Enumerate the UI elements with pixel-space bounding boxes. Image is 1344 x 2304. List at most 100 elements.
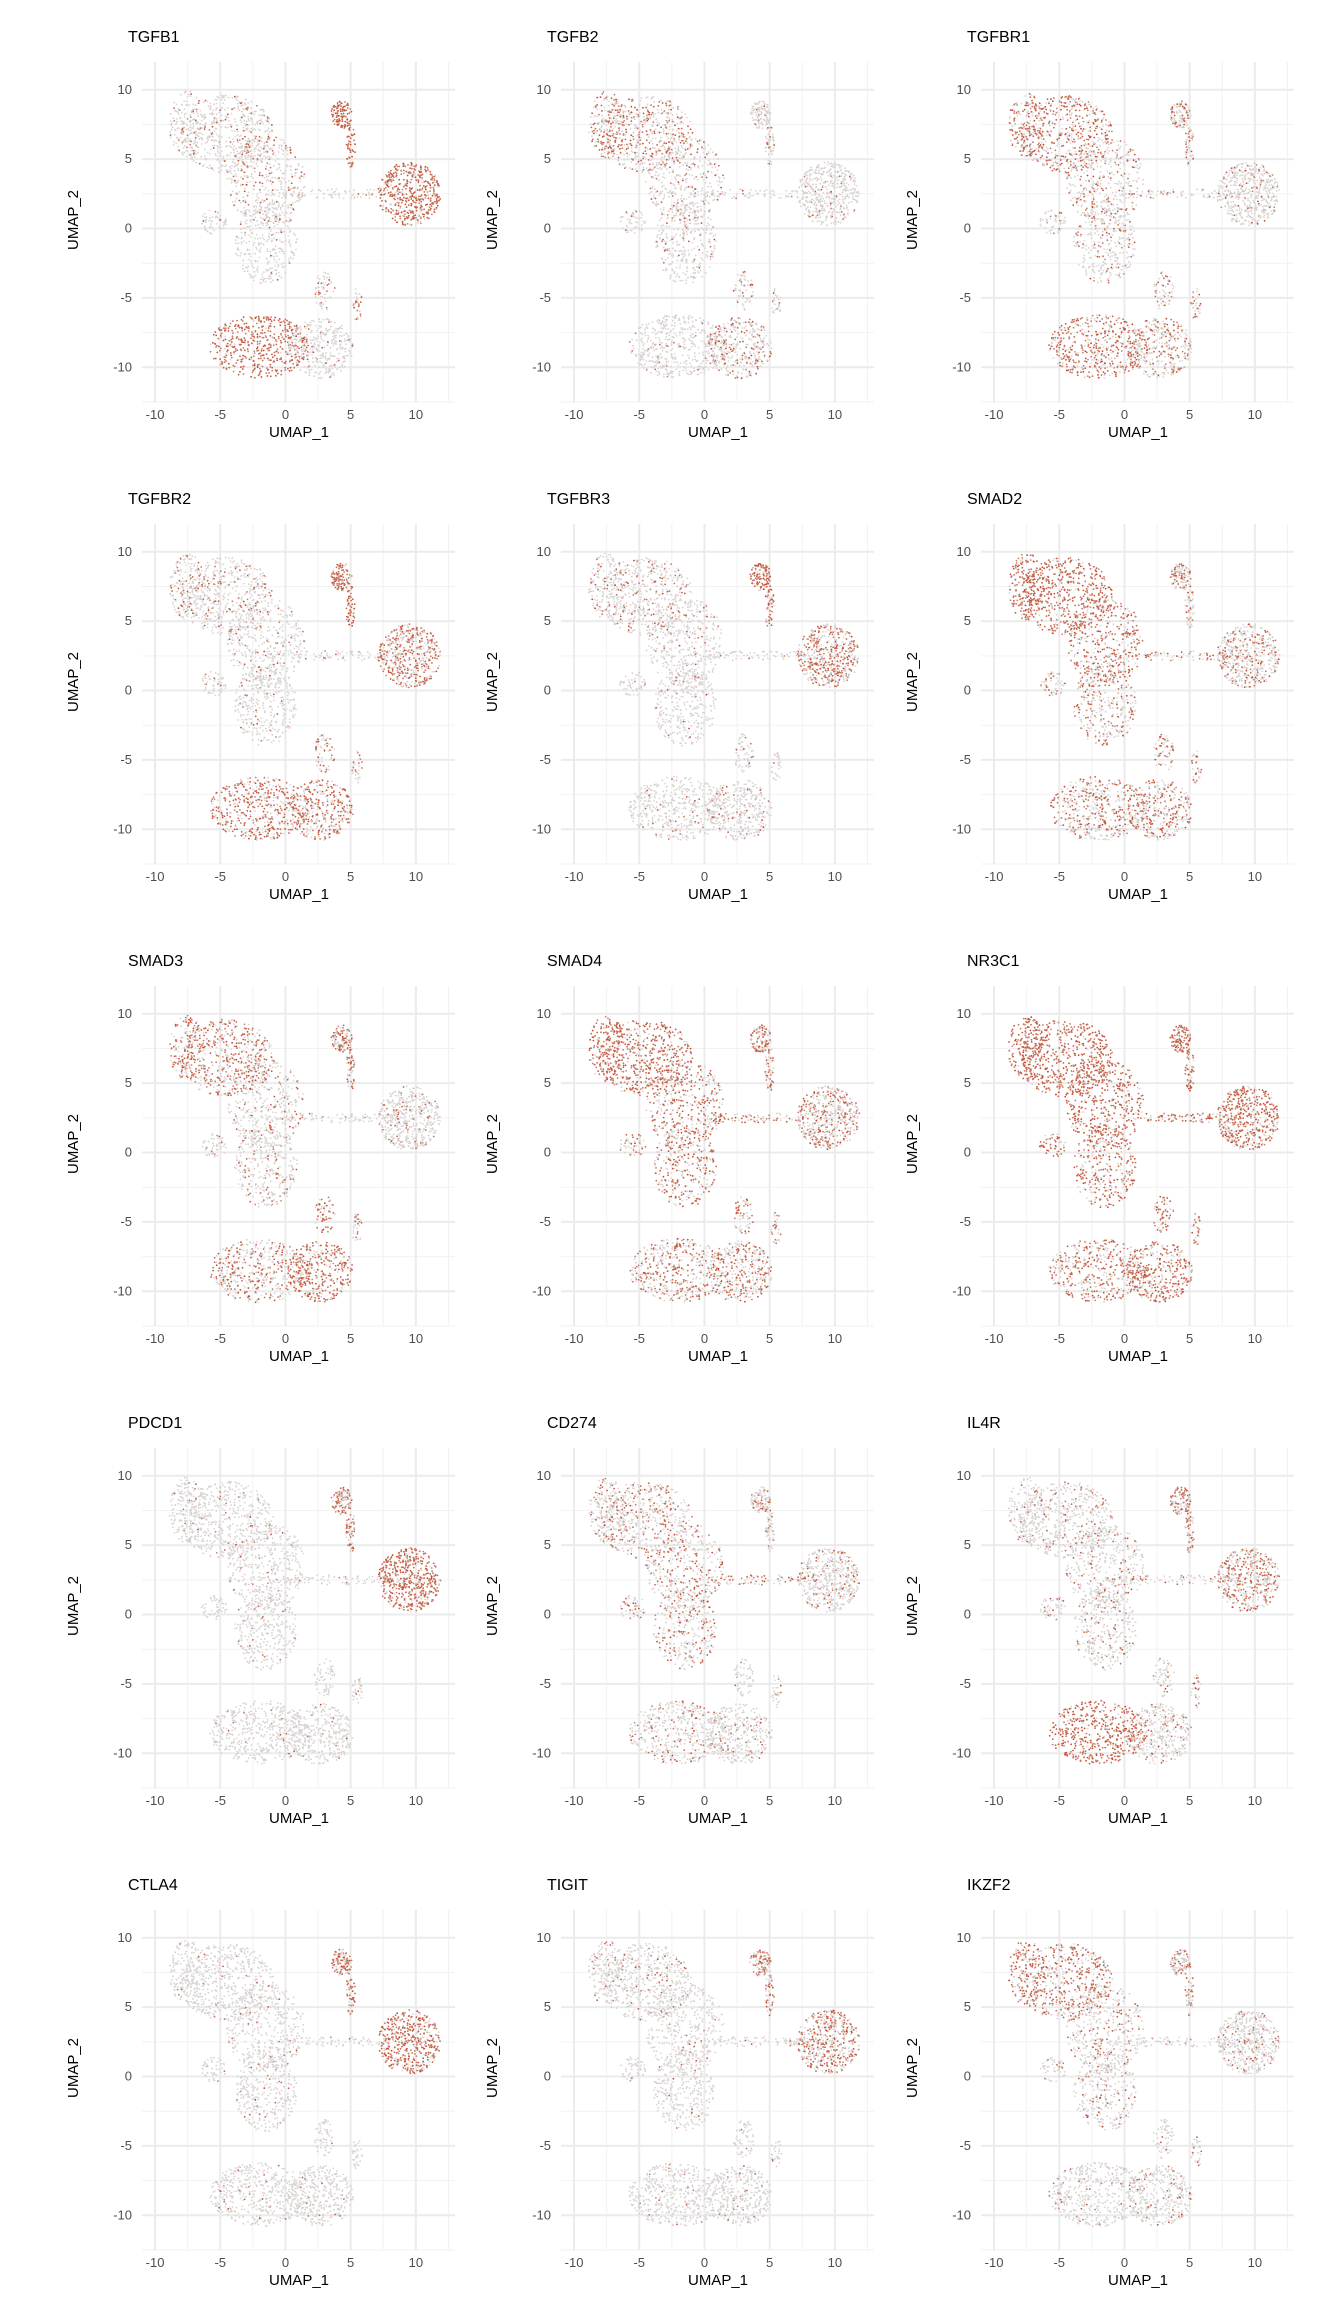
cell-point bbox=[280, 188, 282, 190]
cell-point bbox=[247, 151, 249, 153]
cell-point bbox=[242, 265, 244, 267]
cell-point bbox=[232, 335, 234, 337]
cell-point bbox=[353, 129, 355, 131]
cell-point bbox=[281, 197, 283, 199]
cell-point bbox=[242, 104, 244, 106]
cell-point bbox=[230, 323, 232, 325]
cell-point bbox=[290, 165, 292, 167]
cell-point bbox=[287, 330, 289, 332]
cell-point bbox=[405, 188, 407, 190]
cell-point bbox=[246, 326, 248, 328]
cell-point bbox=[241, 330, 243, 332]
cell-point bbox=[278, 232, 280, 234]
cell-point bbox=[267, 330, 269, 332]
cell-point bbox=[351, 162, 353, 164]
cell-point bbox=[268, 235, 270, 237]
cell-point bbox=[406, 193, 408, 195]
cell-point bbox=[189, 147, 191, 149]
cell-point bbox=[271, 130, 273, 132]
cell-point bbox=[229, 359, 231, 361]
cell-point bbox=[290, 207, 292, 209]
cell-point bbox=[420, 207, 422, 209]
cell-point bbox=[251, 117, 253, 119]
cell-point bbox=[331, 110, 333, 112]
cell-point bbox=[210, 223, 212, 225]
cell-point bbox=[270, 220, 272, 222]
cell-point bbox=[244, 356, 246, 358]
cell-point bbox=[268, 127, 270, 129]
cell-point bbox=[229, 166, 231, 168]
cell-point bbox=[231, 357, 233, 359]
cell-point bbox=[274, 202, 276, 204]
cell-point bbox=[170, 134, 172, 136]
cell-point bbox=[215, 358, 217, 360]
cell-point bbox=[392, 174, 394, 176]
cell-point bbox=[262, 218, 264, 220]
cell-point bbox=[253, 161, 255, 163]
cell-point bbox=[380, 194, 382, 196]
cell-point bbox=[238, 242, 240, 244]
cell-point bbox=[230, 152, 232, 154]
cell-point bbox=[250, 161, 252, 163]
cell-point bbox=[199, 129, 201, 131]
cell-point bbox=[285, 362, 287, 364]
cell-point bbox=[341, 125, 343, 127]
cell-point bbox=[269, 204, 271, 206]
cell-point bbox=[296, 238, 298, 240]
cell-point bbox=[422, 198, 424, 200]
cell-point bbox=[174, 134, 176, 136]
cell-point bbox=[197, 113, 199, 115]
cell-point bbox=[239, 355, 241, 357]
cell-point bbox=[237, 150, 239, 152]
cell-point bbox=[258, 316, 260, 318]
cell-point bbox=[290, 336, 292, 338]
cell-point bbox=[267, 369, 269, 371]
cell-point bbox=[241, 168, 243, 170]
cell-point bbox=[266, 248, 268, 250]
cell-point bbox=[437, 186, 439, 188]
cell-point bbox=[430, 199, 432, 201]
cell-point bbox=[245, 201, 247, 203]
cell-point bbox=[236, 99, 238, 101]
cell-point bbox=[396, 210, 398, 212]
cell-point bbox=[230, 194, 232, 196]
cell-point bbox=[368, 191, 370, 193]
cell-point bbox=[392, 187, 394, 189]
cell-point bbox=[312, 189, 314, 191]
cell-point bbox=[245, 267, 247, 269]
cell-point bbox=[281, 241, 283, 243]
cell-point bbox=[293, 254, 295, 256]
cell-point bbox=[415, 217, 417, 219]
cell-point bbox=[196, 123, 198, 125]
cell-point bbox=[215, 211, 217, 213]
cell-point bbox=[183, 147, 185, 149]
cell-point bbox=[251, 121, 253, 123]
cell-point bbox=[419, 209, 421, 211]
scatter-points bbox=[169, 91, 441, 380]
cell-point bbox=[286, 320, 288, 322]
cell-point bbox=[285, 212, 287, 214]
cell-point bbox=[212, 121, 214, 123]
cell-point bbox=[253, 360, 255, 362]
cell-point bbox=[235, 253, 237, 255]
cell-point bbox=[287, 368, 289, 370]
cell-point bbox=[228, 120, 230, 122]
cell-point bbox=[247, 267, 249, 269]
cell-point bbox=[347, 113, 349, 115]
cell-point bbox=[252, 365, 254, 367]
cell-point bbox=[252, 320, 254, 322]
cell-point bbox=[272, 356, 274, 358]
cell-point bbox=[279, 239, 281, 241]
cell-point bbox=[351, 149, 353, 151]
cell-point bbox=[261, 148, 263, 150]
cell-point bbox=[337, 102, 339, 104]
cell-point bbox=[198, 136, 200, 138]
cell-point bbox=[334, 191, 336, 193]
cell-point bbox=[256, 160, 258, 162]
cell-point bbox=[212, 169, 214, 171]
cell-point bbox=[428, 217, 430, 219]
cell-point bbox=[252, 372, 254, 374]
cell-point bbox=[261, 355, 263, 357]
cell-point bbox=[421, 209, 423, 211]
